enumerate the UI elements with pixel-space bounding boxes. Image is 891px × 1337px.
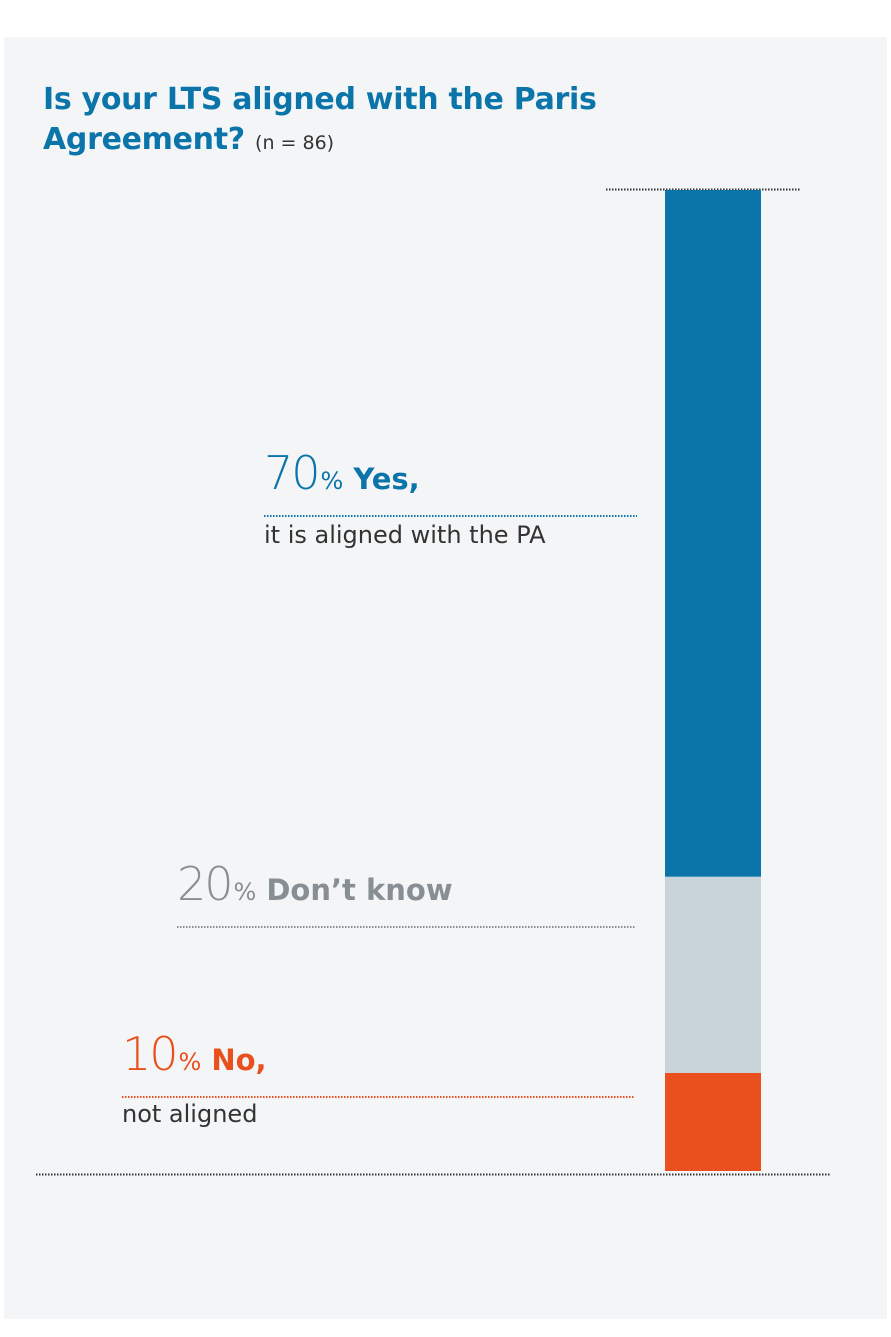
label-yes-description: it is aligned with the PA: [264, 521, 546, 549]
label-no-word: No,: [211, 1043, 267, 1077]
chart-title: Is your LTS aligned with the Paris Agree…: [43, 80, 603, 163]
bar-segment-no: [665, 1072, 761, 1171]
label-yes-value: 70: [264, 446, 321, 500]
label-no-description: not aligned: [122, 1100, 258, 1128]
label-no-percent: %: [178, 1048, 202, 1076]
bar-segment-don-t-know: [665, 876, 761, 1073]
label-yes: 70% Yes,: [264, 446, 420, 500]
label-dont-know-value: 20: [177, 857, 234, 911]
bar-segment-yes: [665, 190, 761, 877]
label-yes-percent: %: [320, 467, 344, 495]
label-yes-word: Yes,: [353, 462, 420, 496]
label-dont-know: 20% Don’t know: [177, 857, 453, 911]
label-dont-know-word: Don’t know: [266, 873, 453, 907]
sample-size: (n = 86): [255, 132, 335, 154]
chart-title-text: Is your LTS aligned with the Paris Agree…: [43, 82, 597, 157]
label-dont-know-percent: %: [233, 878, 257, 906]
label-no: 10% No,: [122, 1027, 267, 1081]
label-no-value: 10: [122, 1027, 179, 1081]
